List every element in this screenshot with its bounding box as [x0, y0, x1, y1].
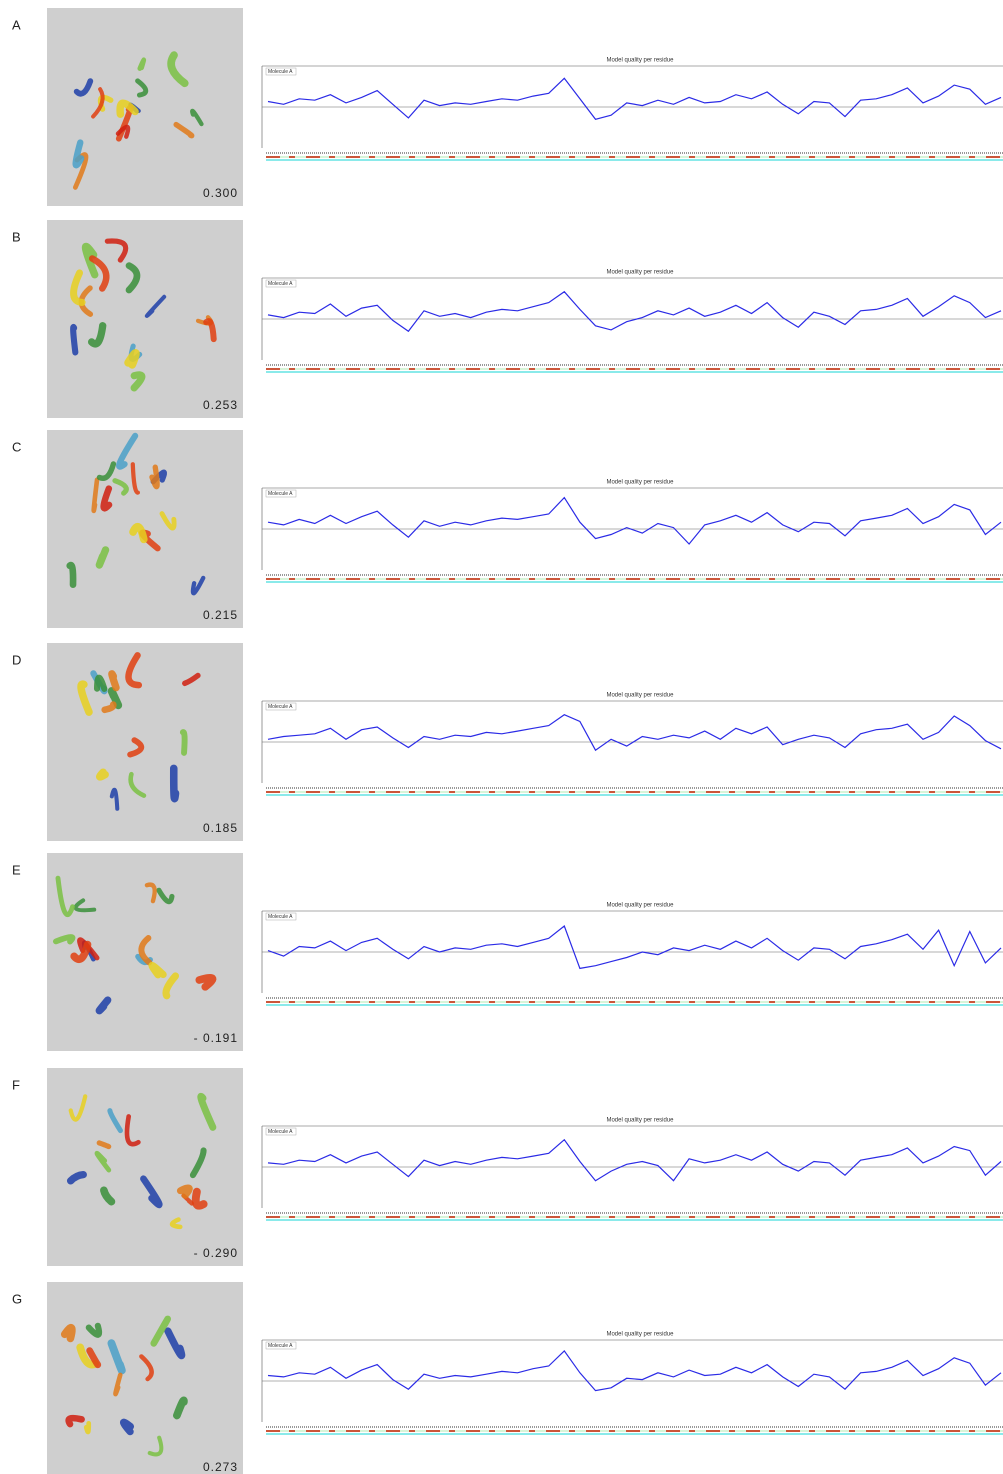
ribbon-strand	[99, 1143, 108, 1147]
ribbon-strand	[56, 937, 73, 942]
figure: A 0.300 Model quality per residue Molecule …	[0, 0, 1003, 1474]
panel-label: G	[12, 1291, 22, 1306]
quality-line	[268, 78, 1001, 119]
legend-entry: Molecule A	[268, 914, 293, 920]
ribbon-strand	[94, 480, 97, 511]
ribbon-strand	[112, 674, 116, 688]
score: 0.300	[203, 186, 238, 200]
ribbon-strand	[97, 678, 104, 689]
legend-entry: Molecule A	[268, 69, 293, 75]
quality-line	[268, 926, 1001, 968]
plot-title: Model quality per residue	[606, 270, 674, 276]
ribbon-strand	[124, 1422, 131, 1431]
ribbon-strand	[183, 732, 185, 753]
ribbon-strand	[65, 1328, 72, 1339]
legend-entry: Molecule A	[268, 1129, 293, 1135]
legend-entry: Molecule A	[268, 281, 293, 287]
quality-line	[268, 292, 1001, 332]
structure-box	[47, 430, 243, 628]
legend-entry: Molecule A	[268, 1343, 293, 1349]
quality-line	[268, 498, 1001, 544]
legend-entry: Molecule A	[268, 704, 293, 710]
structure-box	[47, 643, 243, 841]
ribbon-strand	[128, 353, 136, 365]
ribbon-strand	[76, 143, 81, 166]
panel-label: B	[12, 229, 21, 244]
plot-title: Model quality per residue	[606, 58, 674, 64]
panel-label: C	[12, 439, 21, 454]
score: 0.185	[203, 821, 238, 835]
score: 0.253	[203, 398, 238, 412]
panel-label: D	[12, 652, 21, 667]
panel-label: A	[12, 17, 21, 32]
plot-title: Model quality per residue	[606, 480, 674, 486]
score: 0.215	[203, 608, 238, 622]
ribbon-strand	[86, 1423, 88, 1432]
quality-line	[268, 1140, 1001, 1181]
quality-line	[268, 1351, 1001, 1391]
structure-box	[47, 220, 243, 418]
plot-title: Model quality per residue	[606, 693, 674, 699]
panel-label: E	[12, 862, 21, 877]
ribbon-strand	[104, 489, 109, 509]
ribbon-strand	[174, 768, 176, 798]
structure-box	[47, 8, 243, 206]
quality-line	[268, 715, 1001, 751]
ribbon-strand	[100, 772, 105, 777]
plot-title: Model quality per residue	[606, 1332, 674, 1338]
score: 0.273	[203, 1460, 238, 1474]
structure-box	[47, 853, 243, 1051]
ribbon-strand	[73, 327, 75, 352]
legend-entry: Molecule A	[268, 491, 293, 497]
structure-box	[47, 1282, 243, 1474]
structure-box	[47, 1068, 243, 1266]
panel-label: F	[12, 1077, 20, 1092]
ribbon-strand	[70, 565, 73, 585]
plot-title: Model quality per residue	[606, 903, 674, 909]
score: - 0.290	[194, 1246, 238, 1260]
score: - 0.191	[194, 1031, 238, 1045]
plot-title: Model quality per residue	[606, 1118, 674, 1124]
